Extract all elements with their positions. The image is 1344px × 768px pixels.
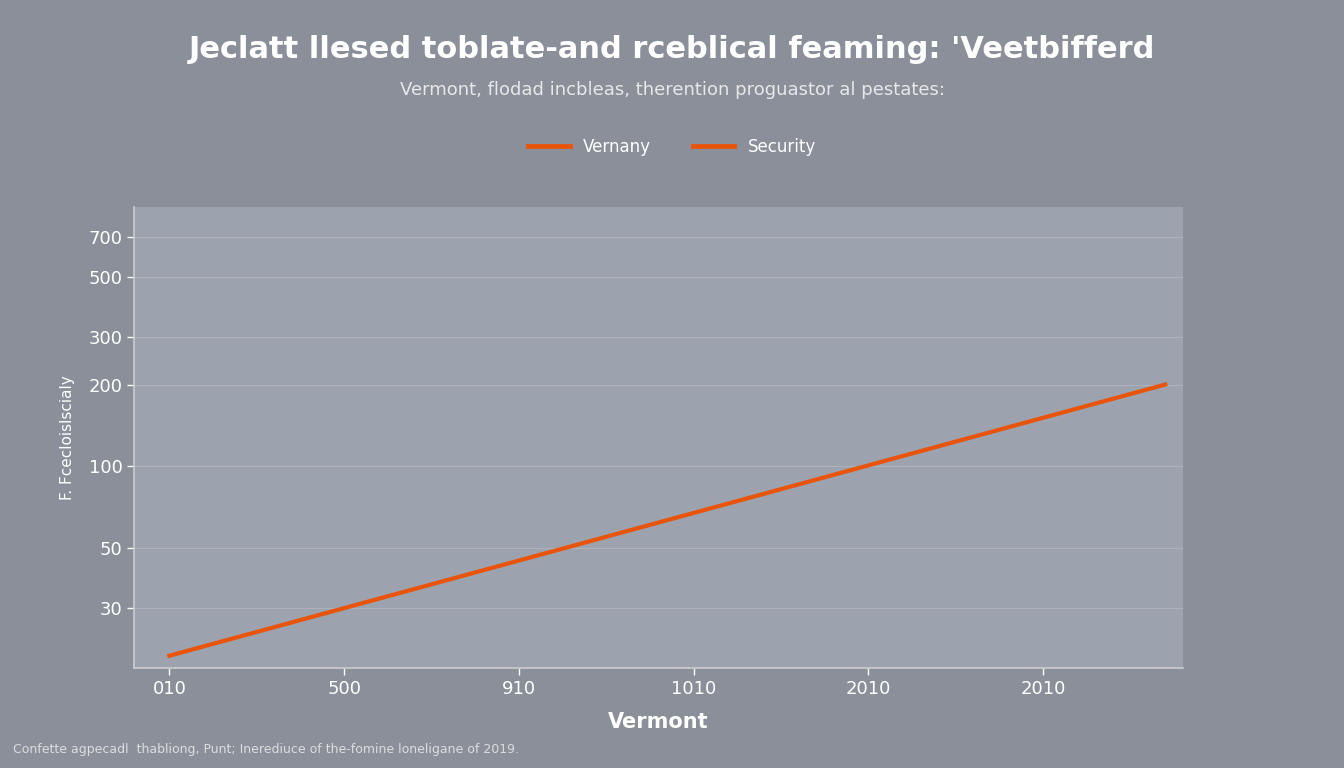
Text: Jeclatt llesed toblate-and rceblical feaming: 'Veetbifferd: Jeclatt llesed toblate-and rceblical fea…	[188, 35, 1156, 64]
Legend: Vernany, Security: Vernany, Security	[521, 131, 823, 163]
Text: Vermont, flodad incbleas, therention proguastor al pestates:: Vermont, flodad incbleas, therention pro…	[399, 81, 945, 98]
X-axis label: Vermont: Vermont	[609, 712, 708, 732]
Text: Confette agpecadl  thabliong, Punt; Inerediuce of the-fomine loneligane of 2019.: Confette agpecadl thabliong, Punt; Inere…	[13, 743, 519, 756]
Y-axis label: F. Fcecloislscialy: F. Fcecloislscialy	[59, 376, 75, 500]
